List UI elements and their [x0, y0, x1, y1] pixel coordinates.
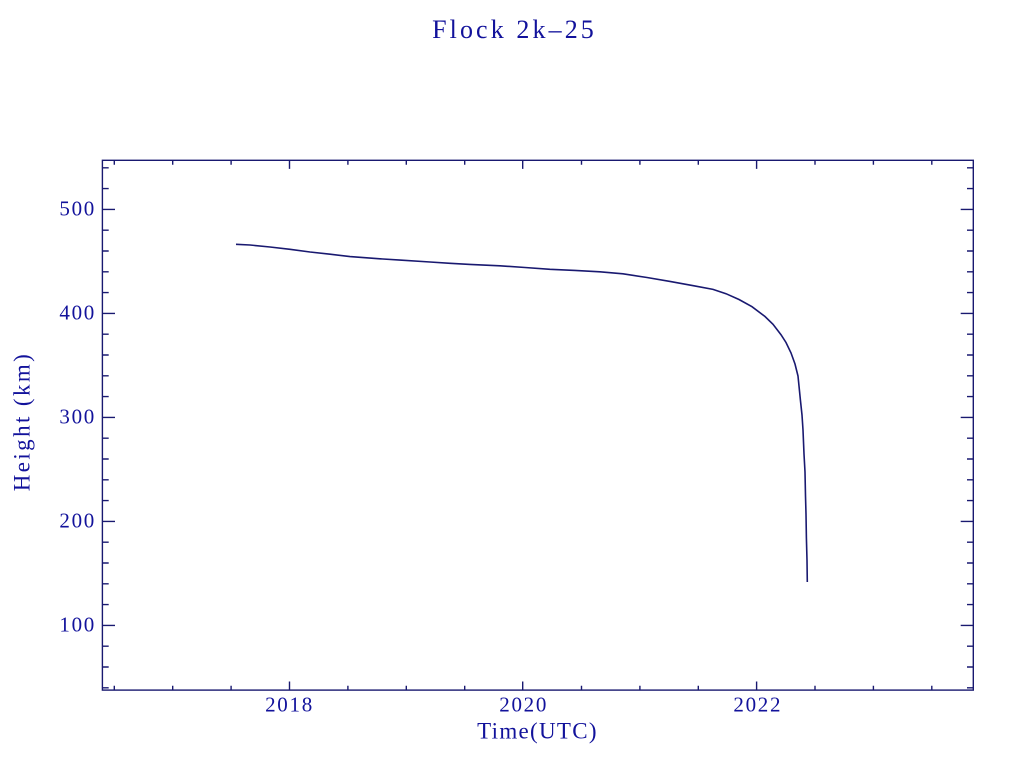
svg-text:200: 200: [59, 509, 96, 533]
svg-text:100: 100: [59, 613, 96, 637]
svg-text:300: 300: [59, 405, 96, 429]
svg-text:Time(UTC): Time(UTC): [477, 719, 598, 744]
svg-text:400: 400: [59, 301, 96, 325]
svg-text:Height (km): Height (km): [10, 352, 35, 491]
svg-text:2022: 2022: [733, 693, 782, 717]
svg-text:2018: 2018: [265, 693, 314, 717]
svg-text:2020: 2020: [499, 693, 548, 717]
svg-text:500: 500: [59, 197, 96, 221]
svg-text:Flock 2k–25: Flock 2k–25: [432, 15, 597, 44]
